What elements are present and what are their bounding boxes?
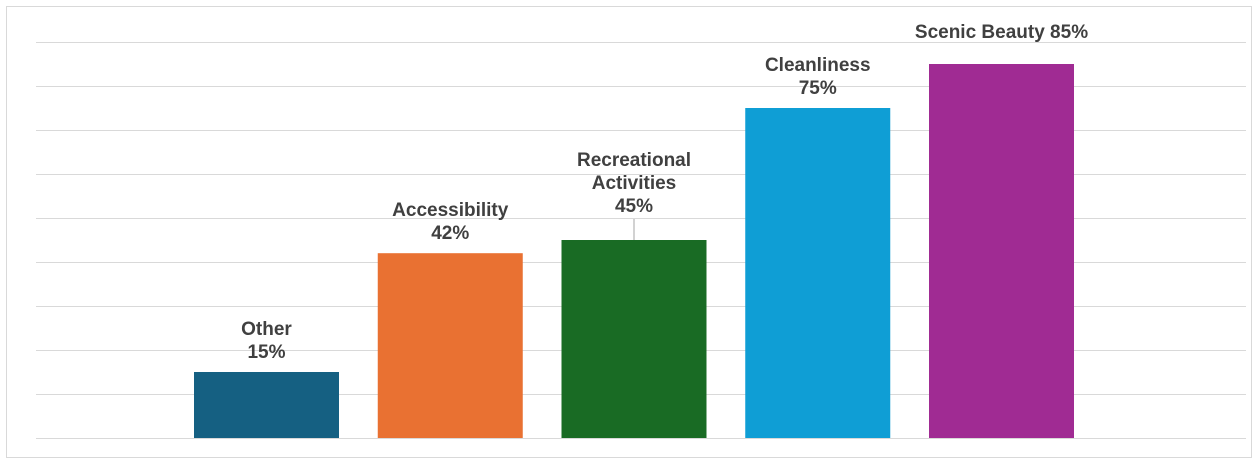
data-label-other: Other 15% (241, 319, 292, 363)
bar-cleanliness (745, 108, 891, 438)
bar-scenic-beauty (929, 64, 1074, 438)
data-label-cleanliness: Cleanliness 75% (765, 55, 871, 99)
data-label-accessibility: Accessibility 42% (392, 200, 509, 244)
bars (194, 64, 1074, 438)
bar-accessibility (377, 253, 523, 438)
bar-recreational-activities (561, 240, 707, 438)
data-label-scenic-beauty: Scenic Beauty 85% (915, 22, 1088, 43)
bar-other (194, 372, 339, 438)
data-label-recreational-activities: Recreational Activities 45% (577, 150, 691, 217)
data-labels: Other 15% Accessibility 42% Recreational Acti… (241, 22, 1088, 363)
